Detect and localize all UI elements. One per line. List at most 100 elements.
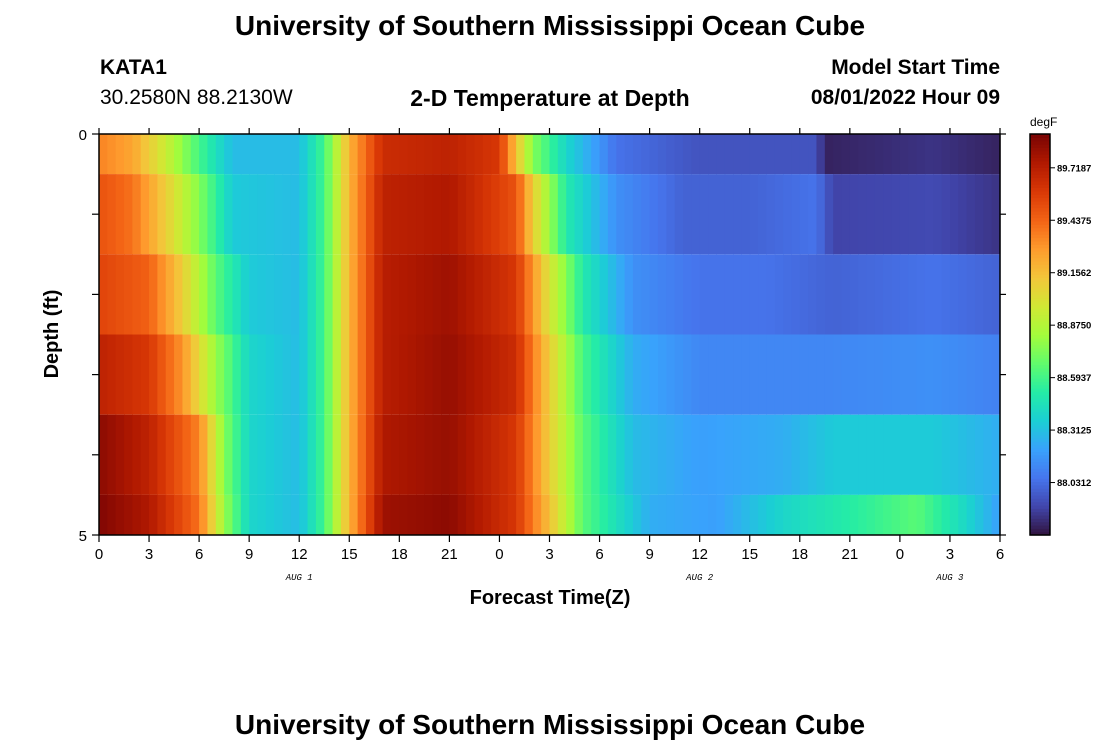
heatmap-cell <box>733 414 742 495</box>
heatmap-cell <box>99 414 108 495</box>
heatmap-cell <box>491 254 501 335</box>
heatmap-cell <box>891 134 901 175</box>
heatmap-cell <box>491 494 501 535</box>
colorbar-segment <box>1030 244 1050 249</box>
heatmap-cell <box>299 414 309 495</box>
heatmap-cell <box>265 334 275 415</box>
colorbar-segment <box>1030 237 1050 242</box>
heatmap-cell <box>382 174 392 255</box>
colorbar-segment <box>1030 227 1050 232</box>
heatmap-cell <box>841 174 851 255</box>
heatmap-cell <box>766 414 776 495</box>
heatmap-cell <box>115 414 125 495</box>
colorbar-segment <box>1030 511 1050 516</box>
heatmap-cell <box>466 254 476 335</box>
heatmap-cell <box>657 414 667 495</box>
heatmap-cell <box>224 334 234 415</box>
heatmap-cell <box>958 254 968 335</box>
heatmap-cell <box>924 134 934 175</box>
heatmap-cell <box>766 174 776 255</box>
heatmap-cell <box>466 134 476 175</box>
heatmap-cell <box>816 254 826 335</box>
heatmap-cell <box>949 254 959 335</box>
heatmap-cell <box>908 334 918 415</box>
heatmap-cell <box>541 174 551 255</box>
heatmap-cell <box>774 174 784 255</box>
heatmap-cell <box>724 494 734 535</box>
heatmap-cell <box>474 334 484 415</box>
colorbar-segment <box>1030 180 1050 185</box>
heatmap-cell <box>115 494 125 535</box>
heatmap-cell <box>733 174 742 255</box>
colorbar-segment <box>1030 200 1050 205</box>
heatmap-cell <box>441 334 450 415</box>
colorbar-segment <box>1030 140 1050 145</box>
heatmap-cell <box>557 134 567 175</box>
heatmap-cell <box>307 174 317 255</box>
heatmap-cell <box>99 174 108 255</box>
heatmap-cell <box>974 414 984 495</box>
heatmap-cell <box>416 334 425 415</box>
heatmap-cell <box>966 414 976 495</box>
heatmap-cell <box>908 134 918 175</box>
heatmap-cell <box>132 494 142 535</box>
heatmap-cell <box>324 494 334 535</box>
heatmap-cell <box>883 494 893 535</box>
heatmap-cell <box>574 174 584 255</box>
heatmap-cell <box>516 414 526 495</box>
heatmap-cell <box>424 334 434 415</box>
heatmap-cell <box>149 254 158 335</box>
heatmap-cell <box>424 494 434 535</box>
heatmap-cell <box>824 494 834 535</box>
heatmap-cell <box>991 174 1001 255</box>
heatmap-cell <box>407 494 417 535</box>
heatmap-cell <box>983 334 993 415</box>
heatmap-cell <box>649 414 659 495</box>
heatmap-cell <box>833 174 843 255</box>
colorbar-segment <box>1030 311 1050 316</box>
heatmap-cell <box>624 134 634 175</box>
colorbar-segment <box>1030 234 1050 239</box>
colorbar-segment <box>1030 137 1050 142</box>
heatmap-cell <box>599 494 609 535</box>
colorbar-segment <box>1030 394 1050 399</box>
heatmap-cell <box>866 334 876 415</box>
colorbar-segment <box>1030 224 1050 229</box>
heatmap-cell <box>240 494 250 535</box>
heatmap-cell <box>983 134 993 175</box>
heatmap-cell <box>816 174 826 255</box>
colorbar-segment <box>1030 464 1050 469</box>
heatmap-cell <box>699 494 709 535</box>
heatmap-cell <box>883 254 893 335</box>
heatmap-cell <box>691 494 701 535</box>
heatmap-cell <box>549 254 559 335</box>
heatmap-cell <box>691 254 701 335</box>
heatmap-cell <box>749 254 759 335</box>
heatmap-cell <box>833 134 843 175</box>
colorbar-segment <box>1030 337 1050 342</box>
heatmap-cell <box>399 134 409 175</box>
heatmap-cell <box>858 414 868 495</box>
heatmap-cell <box>507 254 517 335</box>
heatmap-cell <box>541 254 551 335</box>
heatmap-cell <box>649 174 659 255</box>
heatmap-cell <box>199 134 209 175</box>
colorbar-segment <box>1030 291 1050 295</box>
colorbar-segment <box>1030 397 1050 402</box>
heatmap-cell <box>482 494 492 535</box>
heatmap-cell <box>340 134 350 175</box>
heatmap-cell <box>749 134 759 175</box>
colorbar-segment <box>1030 461 1050 466</box>
heatmap-cell <box>883 134 893 175</box>
heatmap-cell <box>858 134 868 175</box>
heatmap-cell <box>474 134 484 175</box>
heatmap-cell <box>949 414 959 495</box>
colorbar-segment <box>1030 434 1050 439</box>
heatmap-cell <box>165 414 175 495</box>
heatmap-cell <box>858 254 868 335</box>
heatmap-cell <box>190 334 200 415</box>
heatmap-cell <box>766 134 776 175</box>
colorbar-segment <box>1030 361 1050 366</box>
heatmap-cell <box>274 134 284 175</box>
